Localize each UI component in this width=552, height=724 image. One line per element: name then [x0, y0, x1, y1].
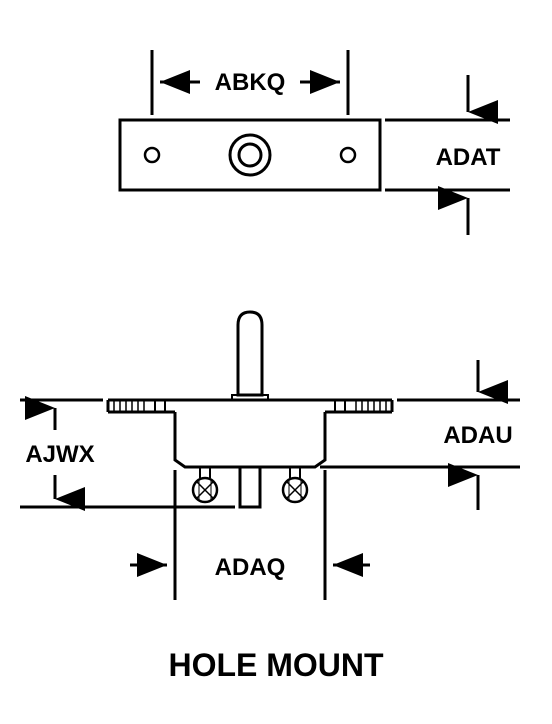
- label-adaq: ADAQ: [215, 554, 286, 581]
- label-adau: ADAU: [443, 422, 512, 449]
- center-post: [240, 467, 260, 507]
- bushing: [232, 395, 268, 400]
- flange-plate: [108, 400, 392, 412]
- toggle-handle: [238, 312, 262, 395]
- dimension-adat: ADAT: [385, 75, 510, 235]
- diagram-title: HOLE MOUNT: [0, 647, 552, 684]
- center-hole-outer: [230, 135, 270, 175]
- diagram-container: ABKQ ADAT: [0, 0, 552, 724]
- mounting-hole-left: [145, 148, 159, 162]
- label-adat: ADAT: [436, 144, 501, 171]
- label-abkq: ABKQ: [215, 69, 286, 96]
- dimension-adau: ADAU: [320, 360, 520, 510]
- center-hole-inner: [239, 144, 261, 166]
- label-ajwx: AJWX: [25, 441, 94, 468]
- terminal-right: [283, 467, 307, 502]
- dimension-abkq: ABKQ: [152, 50, 348, 115]
- dimension-adaq: ADAQ: [130, 470, 370, 600]
- terminal-left: [193, 467, 217, 502]
- mounting-hole-right: [341, 148, 355, 162]
- technical-drawing: ABKQ ADAT: [0, 0, 552, 680]
- switch-body: [175, 412, 325, 467]
